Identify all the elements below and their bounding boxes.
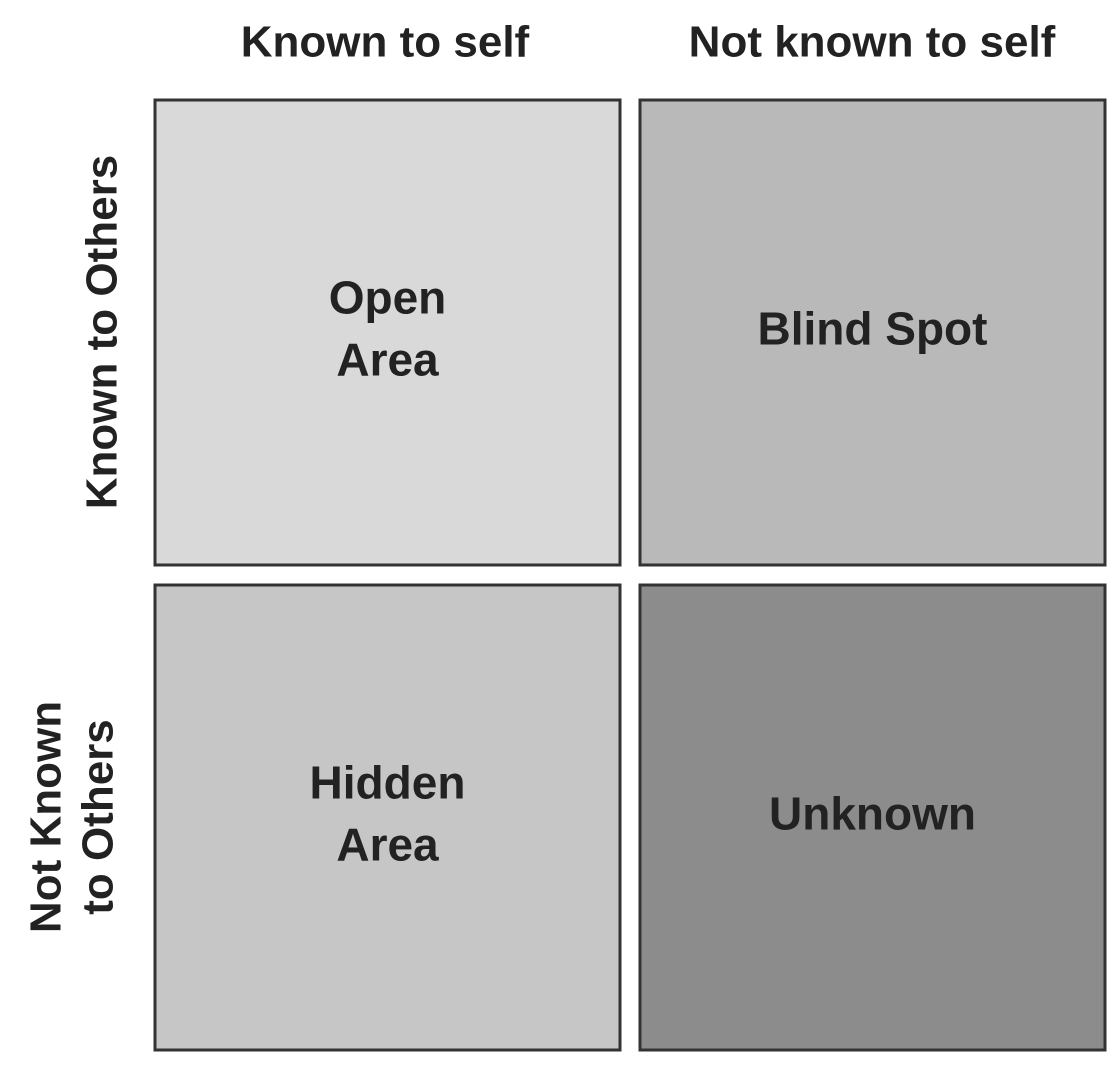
column-header: Not known to self xyxy=(689,18,1056,67)
row-header: Known to Others xyxy=(78,155,127,509)
quadrant-label: Open xyxy=(329,272,447,324)
column-header: Known to self xyxy=(241,18,530,67)
quadrant-label: Hidden xyxy=(310,757,466,809)
row-header: to Others xyxy=(74,719,123,915)
quadrant xyxy=(153,98,622,567)
quadrant xyxy=(638,98,1107,567)
quadrant-label: Blind Spot xyxy=(758,303,988,355)
quadrant-label: Area xyxy=(336,819,439,871)
quadrant-label: Area xyxy=(336,334,439,386)
row-header: Not Known xyxy=(22,701,71,933)
quadrant xyxy=(153,583,622,1052)
quadrant xyxy=(638,583,1107,1052)
quadrant-label: Unknown xyxy=(769,788,976,840)
